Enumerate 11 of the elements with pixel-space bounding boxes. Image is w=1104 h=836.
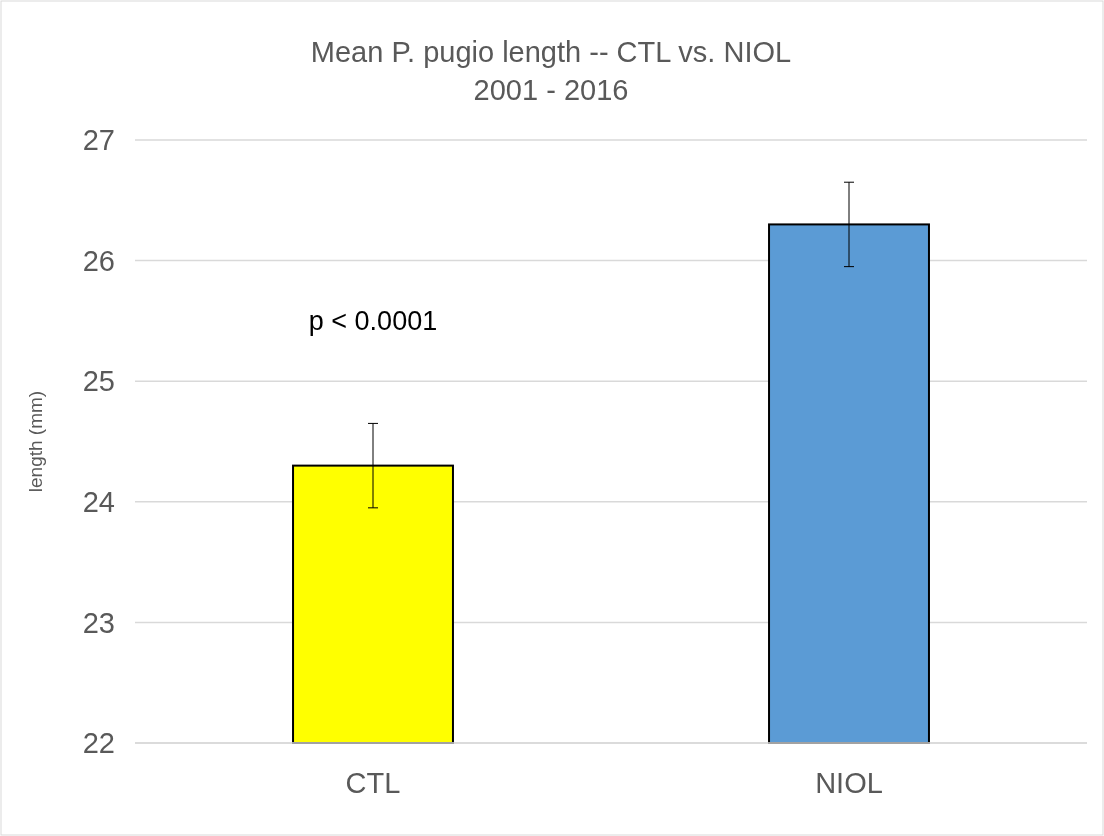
- chart-title: Mean P. pugio length -- CTL vs. NIOL 2001 - 2016: [310, 36, 792, 106]
- y-tick-label: 23: [82, 606, 115, 639]
- x-tick-label: CTL: [345, 767, 401, 799]
- y-axis-title: length (mm): [25, 390, 46, 493]
- y-tick-label: 22: [82, 727, 115, 760]
- x-tick-label: NIOL: [815, 767, 883, 799]
- y-tick-label: 27: [82, 124, 115, 157]
- y-tick-label: 24: [82, 485, 115, 518]
- annotation: p < 0.0001: [308, 306, 438, 337]
- y-tick-label: 26: [82, 244, 115, 277]
- y-tick-label: 25: [82, 365, 115, 398]
